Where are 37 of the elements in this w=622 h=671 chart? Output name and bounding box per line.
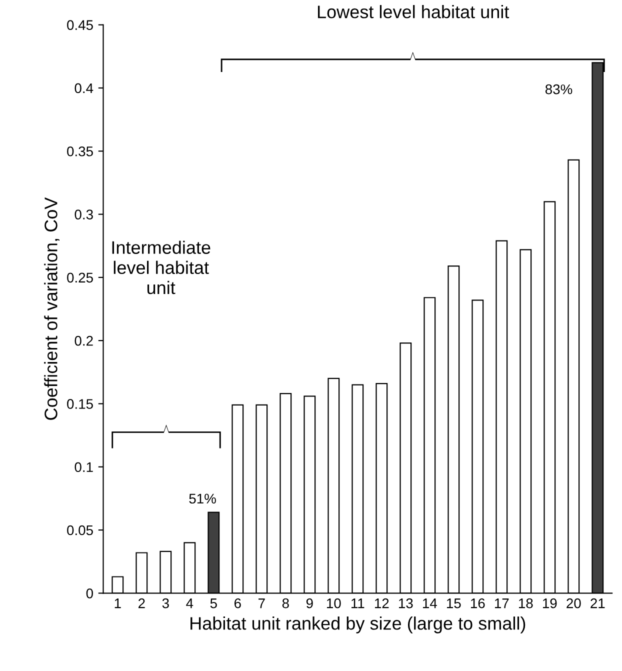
annotation: Intermediate level habitat unit xyxy=(112,240,210,294)
annotation: 51% xyxy=(189,494,216,504)
y-tick-label: 0.05 xyxy=(67,525,93,536)
x-tick-label: 7 xyxy=(258,598,265,608)
x-tick-label: 5 xyxy=(210,598,217,608)
x-tick-label: 11 xyxy=(352,598,364,608)
x-tick-label: 10 xyxy=(326,598,341,608)
x-tick-label: 1 xyxy=(114,598,121,608)
y-tick-label: 0.25 xyxy=(67,272,93,283)
x-tick-label: 19 xyxy=(542,598,557,608)
y-tick-label: 0.45 xyxy=(67,20,93,30)
y-tick-label: 0 xyxy=(86,588,93,598)
y-tick-label: 0.15 xyxy=(67,399,93,409)
y-tick-label: 0.35 xyxy=(67,146,93,156)
x-tick-label: 14 xyxy=(422,598,437,608)
y-tick-label: 0.4 xyxy=(74,83,94,94)
x-axis-title: Habitat unit ranked by size (large to small) xyxy=(190,616,526,634)
x-tick-label: 12 xyxy=(374,598,389,608)
x-tick-label: 21 xyxy=(590,598,605,608)
text: Lowest level habitat unit xyxy=(318,5,510,18)
x-tick-label: 13 xyxy=(398,598,413,608)
x-tick-label: 4 xyxy=(186,598,194,608)
x-tick-label: 3 xyxy=(162,598,169,608)
y-axis-title: Coefficient of variation, CoV xyxy=(44,197,60,420)
x-tick-label: 9 xyxy=(306,598,313,608)
annotation: 83% xyxy=(545,84,572,94)
y-tick-label: 0.2 xyxy=(74,336,93,346)
x-tick-label: 18 xyxy=(518,598,533,608)
x-tick-label: 17 xyxy=(494,598,509,608)
x-tick-label: 20 xyxy=(566,598,581,608)
y-tick-label: 0.3 xyxy=(74,210,93,220)
x-tick-label: 16 xyxy=(470,598,485,608)
x-tick-label: 8 xyxy=(282,598,289,608)
x-tick-label: 2 xyxy=(138,598,145,608)
x-tick-label: 6 xyxy=(234,598,241,608)
x-tick-label: 15 xyxy=(446,598,461,608)
y-tick-label: 0.1 xyxy=(74,462,93,472)
